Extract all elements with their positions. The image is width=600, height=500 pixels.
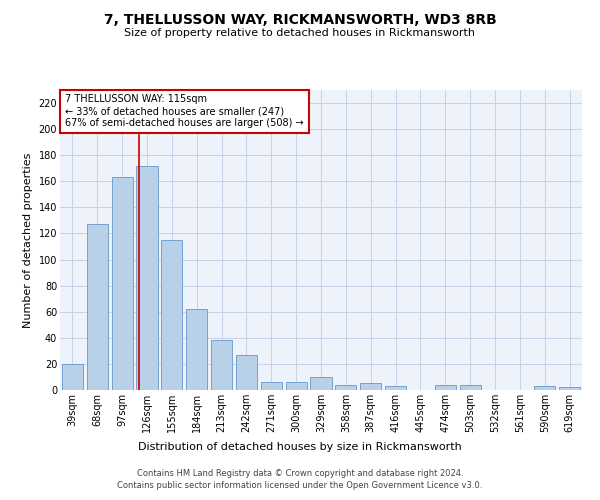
Text: Distribution of detached houses by size in Rickmansworth: Distribution of detached houses by size … [138,442,462,452]
Bar [62,364,83,390]
Bar [435,385,456,390]
Bar [559,388,580,390]
Bar [236,355,257,390]
Bar [87,224,108,390]
Bar [385,386,406,390]
Bar [310,377,332,390]
Bar [186,309,207,390]
Bar [161,240,182,390]
Text: 7 THELLUSSON WAY: 115sqm
← 33% of detached houses are smaller (247)
67% of semi-: 7 THELLUSSON WAY: 115sqm ← 33% of detach… [65,94,304,128]
Y-axis label: Number of detached properties: Number of detached properties [23,152,33,328]
Bar [261,382,282,390]
Bar [112,178,133,390]
Bar [360,384,381,390]
Bar [460,385,481,390]
Bar [286,382,307,390]
Bar [534,386,555,390]
Bar [211,340,232,390]
Bar [136,166,158,390]
Text: Size of property relative to detached houses in Rickmansworth: Size of property relative to detached ho… [125,28,476,38]
Bar [335,385,356,390]
Text: Contains HM Land Registry data © Crown copyright and database right 2024.
Contai: Contains HM Land Registry data © Crown c… [118,468,482,490]
Text: 7, THELLUSSON WAY, RICKMANSWORTH, WD3 8RB: 7, THELLUSSON WAY, RICKMANSWORTH, WD3 8R… [104,12,496,26]
